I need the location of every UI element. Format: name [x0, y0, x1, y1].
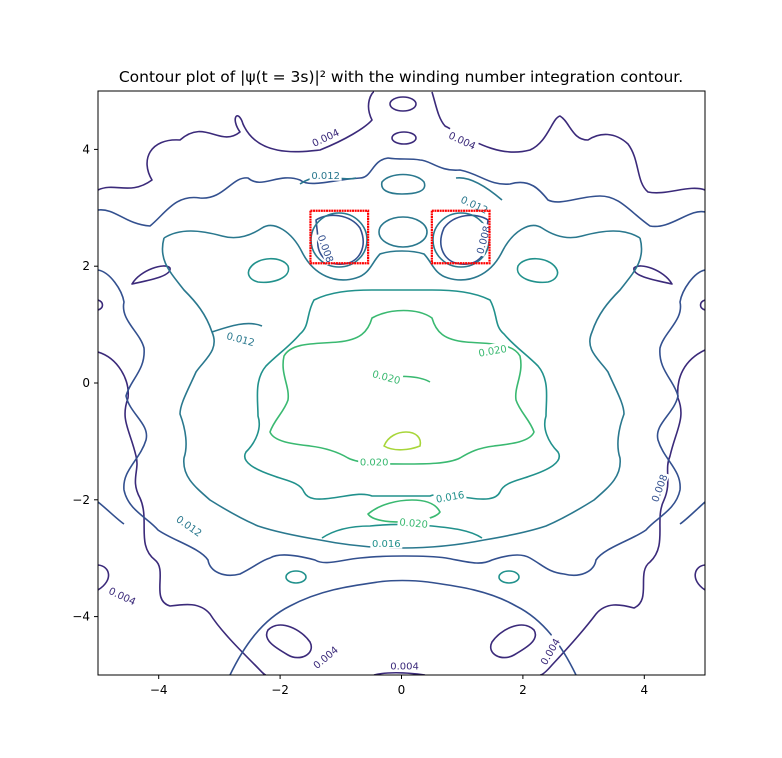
x-tick-label: 2 [519, 683, 527, 697]
contour-line-0.024 [383, 431, 422, 451]
contour-label: 0.020 [399, 517, 428, 530]
contour-line-0.004 [699, 299, 705, 311]
winding-number-contours [309, 209, 491, 265]
contour-label-gap [308, 641, 342, 672]
contour-line-0.004 [694, 564, 705, 591]
y-tick-label: 0 [82, 376, 90, 390]
y-tick-label: −4 [72, 610, 90, 624]
contour-label-gap [397, 514, 431, 530]
contour-label-gap [358, 454, 391, 467]
x-tick-label: −4 [150, 683, 168, 697]
contour-line-0.012 [163, 224, 641, 281]
contour-label-group: 0.004 [388, 659, 421, 673]
contour-line-0.020 [367, 499, 441, 523]
x-tick-label: −2 [271, 683, 289, 697]
contour-label: 0.020 [360, 457, 389, 468]
contour-line-0.004 [98, 91, 375, 191]
contour-label-group: 0.016 [433, 487, 467, 506]
contour-vortex-left [315, 214, 364, 265]
contour-label-gap [173, 511, 207, 540]
contour-line-0.004 [98, 351, 267, 675]
contour-label: 0.016 [435, 490, 465, 506]
contour-label-gap [105, 583, 140, 608]
contour-line-0.008 [98, 501, 125, 525]
x-tick-label: 4 [640, 683, 648, 697]
contour-label-gap [457, 191, 492, 217]
integration-contour [309, 209, 370, 265]
y-tick-label: −2 [72, 493, 90, 507]
integration-contour [430, 209, 491, 265]
contour-label-gap [315, 231, 338, 266]
contour-label-gap [472, 222, 493, 257]
contour-label-group: 0.020 [358, 454, 391, 468]
contour-label-group: 0.020 [475, 341, 510, 360]
contour-label-gap [388, 659, 421, 672]
contour-line-0.008 [98, 269, 705, 576]
contour-label-group: 0.020 [397, 514, 431, 531]
contour-line-0.004 [98, 564, 110, 591]
contour-island [247, 257, 290, 284]
contour-line-0.008 [229, 579, 577, 675]
contour-island [285, 570, 307, 584]
contour-island [378, 216, 428, 248]
contour-line-0.004 [98, 299, 104, 311]
contour-island [131, 265, 171, 285]
y-tick-label: 4 [82, 142, 90, 156]
contour-label: 0.020 [478, 344, 508, 360]
contour-island [633, 265, 673, 285]
contour-label-gap [475, 341, 510, 359]
contour-label: 0.016 [372, 539, 401, 550]
contour-island [380, 173, 426, 195]
contour-line-0.008 [679, 501, 705, 525]
contour-line-0.020 [269, 309, 535, 465]
contour-island [265, 624, 313, 659]
contour-label-group: 0.012 [309, 168, 342, 182]
contour-label-gap [445, 127, 480, 152]
contour-label-gap [223, 328, 258, 349]
contour-island [516, 257, 559, 284]
contour-label: 0.004 [390, 662, 419, 673]
contour-line-0.008 [98, 157, 705, 228]
contour-island [498, 570, 520, 584]
contour-label-gap [433, 487, 467, 505]
contour-line-0.004 [373, 671, 426, 675]
contour-island [389, 96, 417, 112]
contour-label-gap [647, 470, 670, 505]
y-tick-label: 2 [82, 259, 90, 273]
contour-label-gap [536, 634, 563, 668]
contour-label-gap [369, 366, 404, 387]
x-axis: −4 −2 0 2 4 [150, 675, 648, 697]
contour-line-0.004 [539, 349, 705, 675]
contour-line-0.012 [455, 177, 503, 201]
chart-title: Contour plot of |ψ(t = 3s)|² with the wi… [119, 68, 683, 86]
contour-line-0.012 [211, 322, 263, 333]
contour-label: 0.012 [311, 171, 340, 182]
y-axis: −4 −2 0 2 4 [72, 142, 98, 624]
contour-label-group: 0.016 [370, 536, 403, 550]
x-tick-label: 0 [398, 683, 406, 697]
contour-label-gap [309, 168, 342, 181]
contour-island [391, 131, 417, 145]
contour-label-gap [370, 536, 403, 549]
contour-label-gap [308, 124, 343, 150]
contour-island [489, 624, 537, 659]
